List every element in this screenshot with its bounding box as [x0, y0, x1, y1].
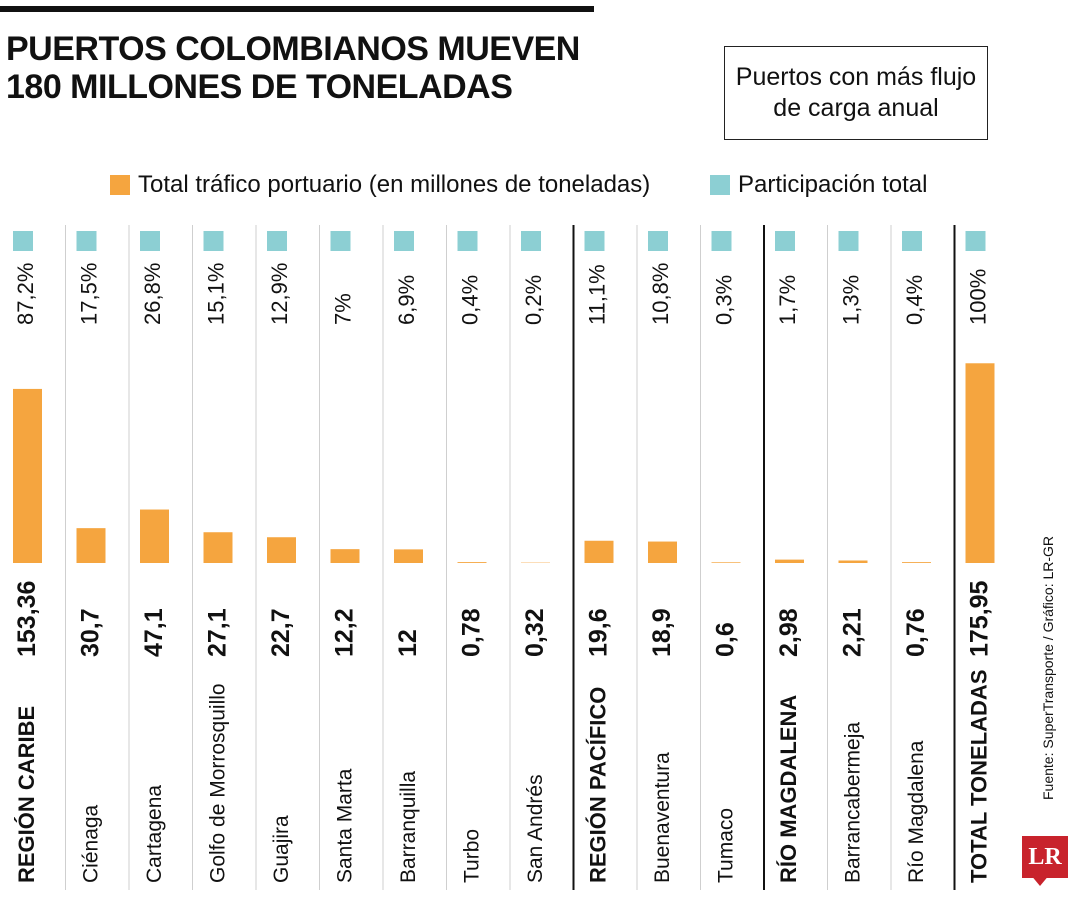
share-marker [203, 231, 224, 251]
share-label: 0,4% [902, 275, 927, 325]
value-label: 27,1 [204, 608, 232, 657]
data-bar [140, 509, 169, 563]
category-label: RÍO MAGDALENA [776, 695, 801, 883]
share-marker [521, 231, 541, 251]
data-bar [267, 537, 296, 563]
category-label: Golfo de Morrosquillo [207, 683, 230, 883]
share-marker [76, 231, 97, 251]
lr-logo-tail [1030, 874, 1050, 886]
share-marker [711, 231, 732, 251]
data-bar [13, 388, 42, 563]
share-marker [965, 231, 986, 251]
share-label: 1,7% [775, 275, 800, 325]
data-bar [203, 532, 233, 563]
category-label: Río Magdalena [905, 740, 928, 883]
source-credit: Fuente: SuperTransporte / Gráfico: LR-GR [1040, 535, 1056, 800]
lr-logo-text: LR [1028, 843, 1062, 870]
share-marker [775, 231, 795, 251]
data-bar [394, 549, 423, 563]
data-bar [584, 540, 614, 563]
category-label: Ciénaga [80, 804, 103, 883]
category-label: Turbo [461, 829, 484, 883]
share-marker [648, 231, 668, 251]
category-label: Barranquilla [397, 771, 420, 883]
share-marker [330, 231, 351, 251]
value-label: 0,76 [902, 608, 930, 657]
value-label: 12,2 [331, 608, 359, 657]
legend-label-total-traffic: Total tráfico portuario (en millones de … [138, 171, 651, 198]
data-bar [965, 363, 995, 563]
category-label: Santa Marta [334, 768, 357, 883]
share-label: 11,1% [585, 264, 610, 325]
value-label: 19,6 [585, 608, 613, 657]
category-label: San Andrés [524, 774, 547, 883]
lr-logo [1022, 836, 1068, 878]
share-label: 17,5% [77, 263, 102, 325]
category-label: Cartagena [143, 785, 166, 883]
value-label: 175,95 [966, 580, 994, 657]
share-marker [140, 231, 160, 251]
value-label: 0,78 [458, 608, 486, 657]
data-bar [902, 562, 931, 563]
legend-total-traffic: Total tráfico portuario (en millones de … [110, 170, 650, 200]
subtitle-text: Puertos con más flujo de carga anual [735, 63, 977, 122]
share-marker [394, 231, 414, 251]
data-bar [330, 549, 360, 563]
share-label: 0,2% [521, 275, 546, 325]
title-line-2: 180 MILLONES DE TONELADAS [6, 68, 513, 106]
share-label: 1,3% [839, 275, 864, 325]
share-marker [584, 231, 605, 251]
share-label: 0,4% [458, 275, 483, 325]
value-label: 2,98 [775, 608, 803, 657]
value-label: 0,32 [521, 608, 549, 657]
value-label: 22,7 [267, 608, 295, 657]
category-label: Buenaventura [651, 752, 674, 883]
value-label: 0,6 [712, 622, 740, 657]
share-label: 87,2% [13, 263, 38, 325]
category-label: Guajira [270, 815, 293, 883]
data-bar [711, 562, 741, 563]
share-marker [457, 231, 478, 251]
share-marker [13, 231, 33, 251]
value-label: 47,1 [140, 608, 168, 657]
category-label: REGIÓN CARIBE [14, 706, 39, 883]
data-bar [775, 559, 804, 563]
bar-chart: 87,2% 153,36 REGIÓN CARIBE 17,5% 30,7 Ciénaga… [13, 225, 995, 890]
top-rule [0, 6, 594, 12]
value-label: 12 [394, 629, 422, 657]
data-bar [457, 562, 487, 563]
legend-label-share: Participación total [738, 171, 928, 198]
share-label: 15,1% [204, 263, 229, 325]
share-label: 7% [331, 293, 356, 325]
data-bar [838, 560, 868, 563]
page-title: PUERTOS COLOMBIANOS MUEVEN 180 MILLONES … [6, 30, 646, 106]
share-label: 12,9% [267, 263, 292, 325]
share-marker [838, 231, 859, 251]
value-label: 2,21 [839, 608, 867, 657]
legend-swatch-teal [710, 175, 730, 195]
share-marker [902, 231, 922, 251]
share-marker [267, 231, 287, 251]
share-label: 100% [966, 269, 991, 325]
share-label: 0,3% [712, 275, 737, 325]
value-label: 30,7 [77, 608, 105, 657]
data-bar [648, 541, 677, 563]
category-label: Barrancabermeja [842, 722, 865, 883]
data-bar [76, 528, 106, 563]
subtitle-box: Puertos con más flujo de carga anual [724, 46, 988, 140]
legend-swatch-orange [110, 175, 130, 195]
value-label: 18,9 [648, 608, 676, 657]
legend-share: Participación total [710, 170, 927, 200]
value-label: 153,36 [13, 581, 41, 657]
share-label: 10,8% [648, 263, 673, 325]
share-label: 26,8% [140, 263, 165, 325]
category-label: TOTAL TONELADAS [967, 670, 992, 884]
title-line-1: PUERTOS COLOMBIANOS MUEVEN [6, 30, 580, 68]
share-label: 6,9% [394, 275, 419, 325]
category-label: REGIÓN PACÍFICO [586, 687, 611, 883]
category-label: Tumaco [715, 808, 738, 883]
